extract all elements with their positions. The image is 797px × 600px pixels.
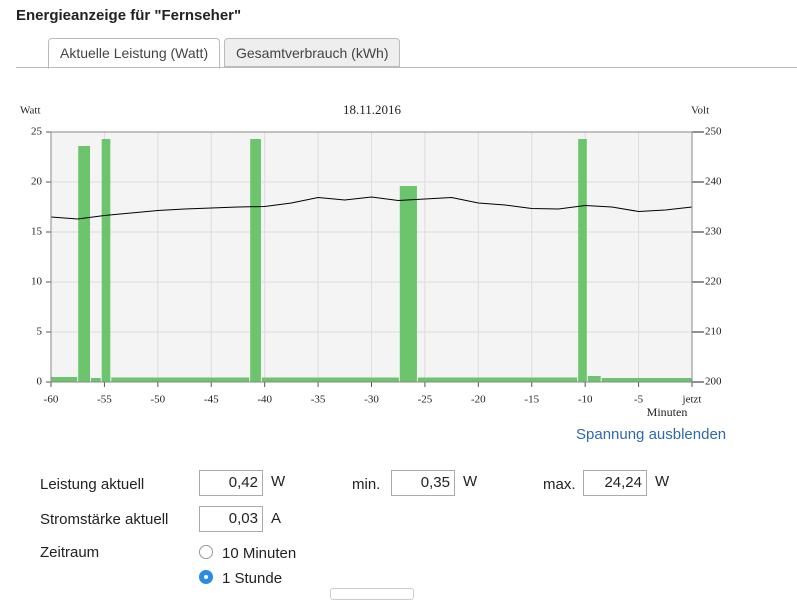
reading-unit: W <box>463 473 478 490</box>
bar <box>250 139 261 382</box>
y-tick-label: 10 <box>31 276 43 288</box>
bar <box>578 139 587 382</box>
tab[interactable]: Gesamtverbrauch (kWh) <box>224 38 401 67</box>
button-edge[interactable] <box>330 588 414 600</box>
reading-unit: W <box>271 473 286 490</box>
reading-value[interactable]: 0,42 <box>199 470 263 496</box>
y2-tick-label: 240 <box>705 176 722 188</box>
x-axis-label: Minuten <box>647 405 688 419</box>
bar <box>261 377 399 382</box>
x-tick-label: -30 <box>364 394 379 406</box>
reading-label: max. <box>543 476 576 493</box>
bar <box>101 139 111 382</box>
x-tick-label: -60 <box>44 394 59 406</box>
reading-unit: W <box>655 473 670 490</box>
bar <box>91 378 101 382</box>
y2-tick-label: 200 <box>705 376 722 388</box>
x-tick-label: -15 <box>524 394 539 406</box>
page-title: Energieanzeige für "Fernseher" <box>16 7 242 24</box>
reading-label: Leistung aktuell <box>40 476 145 493</box>
x-tick-label: -40 <box>257 394 272 406</box>
reading-label: Stromstärke aktuell <box>40 511 169 528</box>
x-tick-label: -20 <box>471 394 486 406</box>
bar <box>587 376 601 382</box>
reading-unit: A <box>271 510 282 527</box>
x-tick-label: jetzt <box>682 394 702 406</box>
y-axis-label: Watt <box>20 105 41 117</box>
reading-label: min. <box>352 476 381 493</box>
bar <box>417 377 578 382</box>
tab[interactable]: Aktuelle Leistung (Watt) <box>48 38 221 69</box>
plot-frame <box>50 131 693 383</box>
x-tick-label: -5 <box>634 394 644 406</box>
toggle-link[interactable]: Spannung ausblenden <box>576 426 727 443</box>
chart-title: 18.11.2016 <box>343 102 402 117</box>
chart: Watt 18.11.2016 Volt Minuten -60 -55 -50 -4… <box>20 102 722 419</box>
y2-tick-label: 220 <box>705 276 722 288</box>
radio[interactable] <box>199 545 213 559</box>
period-label: Zeitraum <box>40 544 100 561</box>
reading-value[interactable]: 24,24 <box>583 470 647 496</box>
radio[interactable] <box>199 570 213 584</box>
radio-label[interactable]: 10 Minuten <box>222 545 297 562</box>
y2-tick-label: 230 <box>705 226 722 238</box>
y-tick-label: 20 <box>31 176 43 188</box>
y2-tick-label: 210 <box>705 326 722 338</box>
x-tick-label: -50 <box>150 394 165 406</box>
y2-tick-label: 250 <box>705 126 722 138</box>
bar <box>111 377 250 382</box>
bar <box>78 146 91 382</box>
x-tick-label: -55 <box>97 394 112 406</box>
bar <box>601 378 692 382</box>
x-tick-label: -45 <box>204 394 219 406</box>
reading-value[interactable]: 0,03 <box>199 506 263 532</box>
y-tick-label: 15 <box>31 226 43 238</box>
y-tick-label: 0 <box>37 376 43 388</box>
radio-label[interactable]: 1 Stunde <box>222 570 283 587</box>
x-tick-label: -25 <box>418 394 433 406</box>
x-tick-label: -10 <box>578 394 593 406</box>
y-tick-label: 5 <box>37 326 43 338</box>
y2-axis-label: Volt <box>691 105 709 117</box>
bar <box>51 377 78 382</box>
x-tick-label: -35 <box>311 394 326 406</box>
tab-rule <box>16 67 797 68</box>
voltage-line <box>50 196 693 220</box>
bar <box>399 186 417 382</box>
y-tick-label: 25 <box>31 126 43 138</box>
reading-value[interactable]: 0,35 <box>391 470 455 496</box>
